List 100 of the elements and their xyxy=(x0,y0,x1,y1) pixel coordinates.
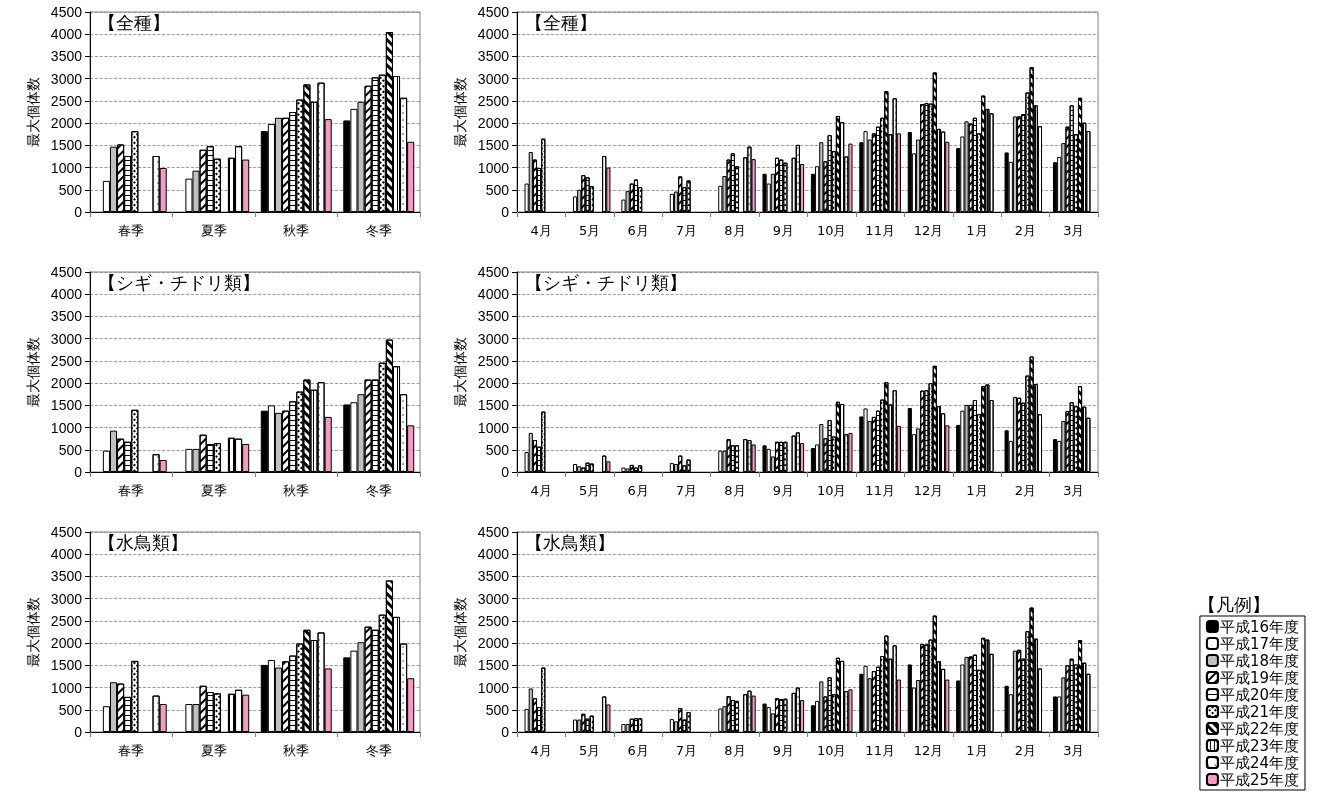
chart-title: 【シギ・チドリ類】 xyxy=(98,271,260,293)
x-tick-label: 6月 xyxy=(627,483,649,498)
x-tick-label: 冬季 xyxy=(365,483,392,498)
y-tick-label: 3000 xyxy=(477,70,510,87)
x-tick-label: 4月 xyxy=(530,743,552,758)
x-tick-label: 秋季 xyxy=(283,483,310,498)
y-tick-label: 3500 xyxy=(50,48,83,65)
legend-label: 平成18年度 xyxy=(1219,651,1300,670)
legend-label: 平成17年度 xyxy=(1219,634,1300,653)
y-tick-label: 1000 xyxy=(477,159,510,176)
y-tick-label: 4000 xyxy=(50,546,83,563)
legend-label: 平成20年度 xyxy=(1219,685,1300,704)
x-tick-label: 春季 xyxy=(118,223,145,238)
y-tick-label: 500 xyxy=(58,701,83,718)
y-tick-label: 2000 xyxy=(50,375,83,392)
y-tick-label: 0 xyxy=(501,464,510,480)
y-tick-label: 1500 xyxy=(50,137,83,154)
y-tick-label: 0 xyxy=(74,204,83,220)
x-tick-label: 5月 xyxy=(578,743,601,758)
legend-label: 平成24年度 xyxy=(1219,753,1300,772)
x-tick-label: 6月 xyxy=(627,743,649,758)
y-tick-label: 2500 xyxy=(50,92,83,109)
y-tick-label: 1000 xyxy=(50,419,83,436)
x-tick-label: 夏季 xyxy=(200,743,227,758)
y-axis-title: 最大個体数 xyxy=(24,337,41,407)
y-tick-label: 2000 xyxy=(477,115,510,132)
y-tick-label: 4500 xyxy=(50,4,83,20)
y-tick-label: 0 xyxy=(501,204,510,220)
x-tick-label: 2月 xyxy=(1014,743,1037,758)
y-tick-label: 1500 xyxy=(50,657,83,674)
y-tick-label: 500 xyxy=(485,701,510,718)
y-tick-label: 3500 xyxy=(50,568,83,585)
x-tick-label: 12月 xyxy=(913,223,944,238)
x-tick-label: 6月 xyxy=(627,223,649,238)
y-tick-label: 500 xyxy=(485,441,510,458)
x-tick-label: 7月 xyxy=(675,743,698,758)
y-tick-label: 2000 xyxy=(477,375,510,392)
x-tick-label: 5月 xyxy=(578,223,601,238)
y-tick-label: 2500 xyxy=(477,612,510,629)
x-tick-label: 1月 xyxy=(966,743,988,758)
x-tick-label: 4月 xyxy=(530,483,552,498)
x-tick-label: 10月 xyxy=(816,743,847,758)
y-tick-label: 2500 xyxy=(50,612,83,629)
x-tick-label: 秋季 xyxy=(283,223,310,238)
chart-title: 【水鳥類】 xyxy=(525,531,615,553)
y-tick-label: 4000 xyxy=(477,26,510,43)
x-tick-label: 春季 xyxy=(118,743,145,758)
y-axis-title: 最大個体数 xyxy=(451,597,468,667)
x-tick-label: 9月 xyxy=(772,223,794,238)
y-tick-label: 2000 xyxy=(50,115,83,132)
x-tick-label: 8月 xyxy=(724,743,746,758)
y-tick-label: 4000 xyxy=(477,546,510,563)
y-tick-label: 4500 xyxy=(477,524,510,540)
legend-label: 平成22年度 xyxy=(1219,719,1300,738)
chart-title: 【全種】 xyxy=(98,11,170,33)
chart-title: 【シギ・チドリ類】 xyxy=(525,271,687,293)
x-tick-label: 冬季 xyxy=(365,743,392,758)
x-tick-label: 1月 xyxy=(966,223,988,238)
legend-label: 平成23年度 xyxy=(1219,736,1300,755)
y-tick-label: 2500 xyxy=(50,352,83,369)
legend-title: 【凡例】 xyxy=(1198,593,1270,615)
legend-label: 平成16年度 xyxy=(1219,617,1300,636)
y-axis-title: 最大個体数 xyxy=(451,337,468,407)
y-axis-title: 最大個体数 xyxy=(451,77,468,147)
x-tick-label: 4月 xyxy=(530,223,552,238)
x-tick-label: 9月 xyxy=(772,743,794,758)
y-tick-label: 3500 xyxy=(50,308,83,325)
y-tick-label: 1000 xyxy=(477,419,510,436)
x-tick-label: 秋季 xyxy=(283,743,310,758)
y-tick-label: 0 xyxy=(74,724,83,740)
y-tick-label: 500 xyxy=(485,181,510,198)
x-tick-label: 10月 xyxy=(816,223,847,238)
y-tick-label: 2000 xyxy=(50,635,83,652)
y-tick-label: 4000 xyxy=(477,286,510,303)
y-tick-label: 4500 xyxy=(477,264,510,280)
y-tick-label: 4500 xyxy=(50,264,83,280)
chart-title: 【水鳥類】 xyxy=(98,531,188,553)
x-tick-label: 9月 xyxy=(772,483,794,498)
x-tick-label: 7月 xyxy=(675,483,698,498)
x-tick-label: 10月 xyxy=(816,483,847,498)
y-tick-label: 3500 xyxy=(477,48,510,65)
x-tick-label: 3月 xyxy=(1063,743,1085,758)
y-tick-label: 3000 xyxy=(477,590,510,607)
y-tick-label: 0 xyxy=(74,464,83,480)
x-tick-label: 3月 xyxy=(1063,483,1085,498)
y-tick-label: 1500 xyxy=(477,397,510,414)
y-tick-label: 500 xyxy=(58,441,83,458)
y-tick-label: 2500 xyxy=(477,92,510,109)
y-axis-title: 最大個体数 xyxy=(24,77,41,147)
x-tick-label: 7月 xyxy=(675,223,698,238)
x-tick-label: 11月 xyxy=(865,483,895,498)
y-tick-label: 4000 xyxy=(50,26,83,43)
legend-label: 平成21年度 xyxy=(1219,702,1300,721)
x-tick-label: 8月 xyxy=(724,223,746,238)
y-tick-label: 1000 xyxy=(50,679,83,696)
y-tick-label: 1000 xyxy=(477,679,510,696)
y-tick-label: 0 xyxy=(501,724,510,740)
y-tick-label: 3500 xyxy=(477,568,510,585)
x-tick-label: 11月 xyxy=(865,223,895,238)
y-tick-label: 4500 xyxy=(477,4,510,20)
